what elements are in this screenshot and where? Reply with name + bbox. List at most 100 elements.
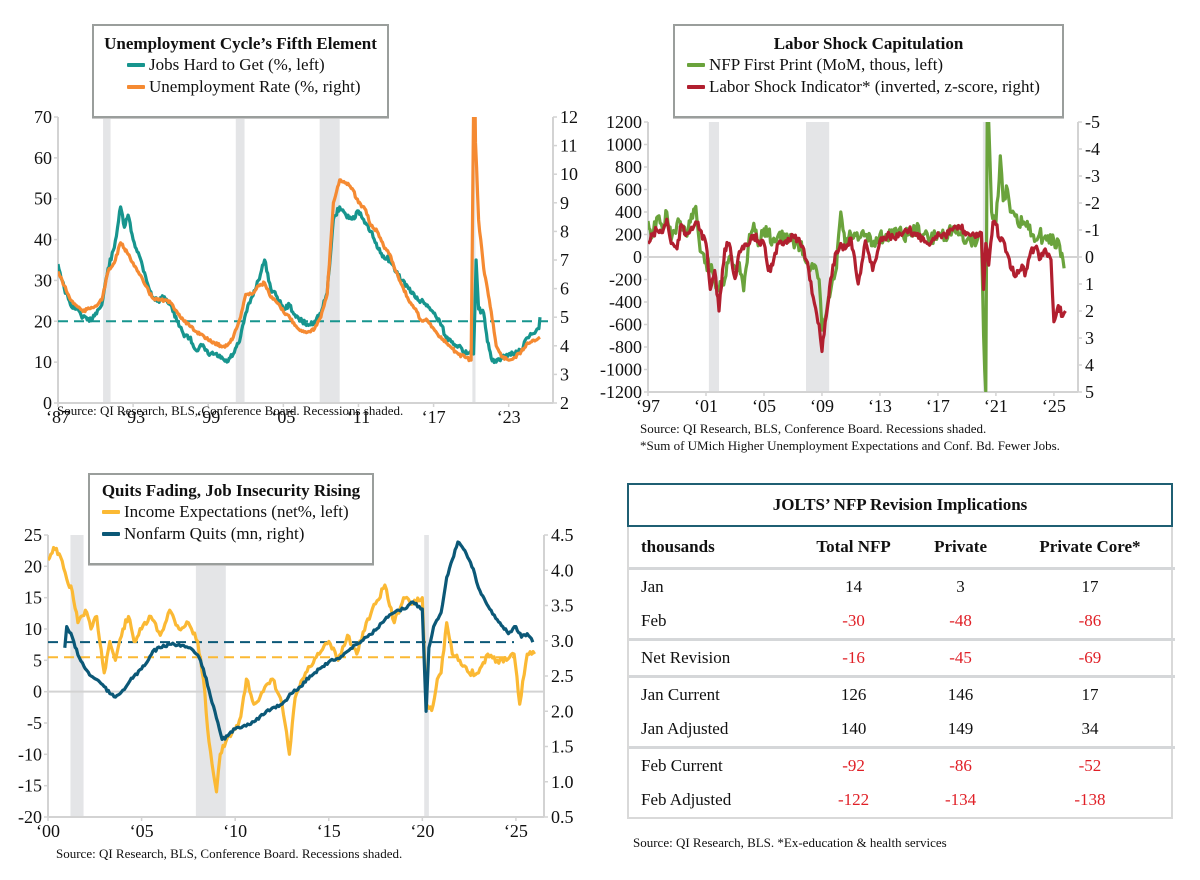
source-note: Source: QI Research, BLS, Conference Boa… [640, 421, 987, 436]
series-group [58, 117, 542, 365]
series-line-1 [48, 545, 536, 794]
chart-title: Quits Fading, Job Insecurity Rising [101, 481, 361, 500]
legend-item-labor-shock: Labor Shock Indicator* (inverted, z-scor… [687, 76, 1062, 98]
table-row: Feb Adjusted -122 -134 -138 [629, 783, 1175, 817]
y-left-tick-label: 10 [34, 352, 52, 372]
y-left-tick-label: 50 [34, 189, 52, 209]
table-cell: 34 [1004, 712, 1175, 749]
y-right-tick-label: 7 [560, 250, 569, 270]
source-note: Source: QI Research, BLS, Conference Boa… [56, 846, 403, 861]
table-cell: -52 [1078, 756, 1102, 775]
chart-title: Labor Shock Capitulation [773, 34, 964, 53]
table-body: thousands Total NFP Private Private Core… [627, 527, 1175, 819]
table-cell: -45 [916, 639, 1005, 678]
y-right-tick-label: 1.5 [551, 737, 574, 757]
x-tick-label: ‘13 [868, 396, 892, 416]
legend-label: Labor Shock Indicator* (inverted, z-scor… [709, 77, 1040, 96]
legend-label: Jobs Hard to Get (%, left) [149, 55, 325, 74]
table-cell: 17 [1081, 577, 1099, 596]
legend-swatch [687, 85, 705, 89]
x-tick-label: ‘17 [422, 407, 446, 427]
y-right-tick-label: 0.5 [551, 807, 574, 827]
series-line-2 [63, 540, 535, 741]
y-right-tick-label: 5 [1085, 382, 1094, 402]
table-cell: -122 [837, 790, 870, 809]
y-left-tick-label: -1200 [600, 382, 642, 402]
y-right-tick-label: 4 [1085, 355, 1094, 375]
table-header-row: thousands Total NFP Private Private Core… [629, 527, 1175, 570]
x-tick-label: ‘20 [410, 821, 434, 841]
y-left-tick-label: 0 [43, 393, 52, 413]
table-source-note: Source: QI Research, BLS. *Ex-education … [633, 835, 947, 850]
y-left-tick-label: -1000 [600, 360, 642, 380]
legend-item-unemployment-rate: Unemployment Rate (%, right) [127, 76, 387, 98]
row-label: Feb Adjusted [641, 790, 732, 809]
x-tick-label: ‘09 [810, 396, 834, 416]
y-left-tick-label: 30 [34, 270, 52, 290]
x-tick-label: ‘05 [130, 821, 154, 841]
y-right-tick-label: -2 [1085, 193, 1100, 213]
table-cell: -30 [791, 604, 917, 641]
row-label: Jan [641, 577, 664, 596]
x-tick-label: ‘93 [121, 407, 145, 427]
row-label: Feb Current [641, 756, 723, 775]
y-left-tick-label: 200 [615, 225, 642, 245]
table-row: Jan Current 126 146 17 [629, 677, 1175, 713]
y-left-tick-label: 15 [24, 588, 42, 608]
legend-swatch [102, 532, 120, 536]
legend-swatch [687, 63, 705, 67]
y-left-tick-label: -400 [609, 292, 642, 312]
y-left-tick-label: 70 [34, 107, 52, 127]
y-left-tick-label: -600 [609, 315, 642, 335]
y-right-tick-label: 2 [1085, 301, 1094, 321]
x-tick-label: ‘10 [223, 821, 247, 841]
table-cell: 17 [1081, 685, 1099, 704]
y-right-tick-label: 9 [560, 193, 569, 213]
legend-swatch [127, 85, 145, 89]
y-right-tick-label: 4.0 [551, 560, 574, 580]
x-tick-label: ‘21 [984, 396, 1008, 416]
y-right-tick-label: 2 [560, 393, 569, 413]
legend: Unemployment Cycle’s Fifth Element Jobs … [92, 24, 389, 118]
y-left-tick-label: 5 [33, 650, 42, 670]
table-cell: -86 [949, 756, 972, 775]
recession-band [472, 117, 476, 403]
legend-swatch [127, 63, 145, 67]
table-cell: 146 [947, 685, 974, 704]
y-left-tick-label: 20 [24, 556, 42, 576]
legend-label: NFP First Print (MoM, thous, left) [709, 55, 944, 74]
table-cell: -92 [842, 756, 865, 775]
row-label: Jan Current [641, 685, 720, 704]
y-right-tick-label: -3 [1085, 166, 1100, 186]
y-right-tick-label: 0 [1085, 247, 1094, 267]
chart-title: Unemployment Cycle’s Fifth Element [104, 34, 377, 53]
y-right-tick-label: 1.0 [551, 772, 574, 792]
table-cell: 3 [956, 577, 965, 596]
y-right-tick-label: -5 [1085, 112, 1100, 132]
x-tick-label: ‘00 [36, 821, 60, 841]
y-left-tick-label: -15 [18, 776, 42, 796]
table-row: Feb -30 -48 -86 [629, 604, 1175, 641]
recession-band [70, 535, 84, 817]
y-right-tick-label: 4.5 [551, 525, 574, 545]
y-right-tick-label: 2.5 [551, 666, 574, 686]
legend-item-jobs-hard-to-get: Jobs Hard to Get (%, left) [127, 54, 387, 76]
series-group [48, 540, 536, 794]
chart-quits-fading: -20 -15 -10 -5 0 5 10 15 20 25 0.5 1.0 1.5 2.0 2.5 3.0 3… [0, 470, 600, 880]
legend-label: Nonfarm Quits (mn, right) [124, 524, 305, 543]
y-left-tick-label: 0 [33, 682, 42, 702]
footnote: *Sum of UMich Higher Unemployment Expect… [640, 438, 1060, 453]
y-right-tick-label: 1 [1085, 274, 1094, 294]
recession-band [235, 117, 245, 403]
legend-item-nonfarm-quits: Nonfarm Quits (mn, right) [102, 523, 372, 545]
y-left-tick-label: 60 [34, 148, 52, 168]
y-left-tick-label: -200 [609, 270, 642, 290]
y-left-tick-label: 800 [615, 157, 642, 177]
legend-swatch [102, 510, 120, 514]
y-left-tick-label: 20 [34, 311, 52, 331]
y-left-tick-label: 400 [615, 202, 642, 222]
table-cell: -86 [1004, 604, 1175, 641]
table-cell: -138 [1074, 790, 1106, 809]
y-left-tick-label: 1000 [606, 135, 642, 155]
jolts-revision-table: JOLTS’ NFP Revision Implications thousan… [627, 483, 1175, 819]
